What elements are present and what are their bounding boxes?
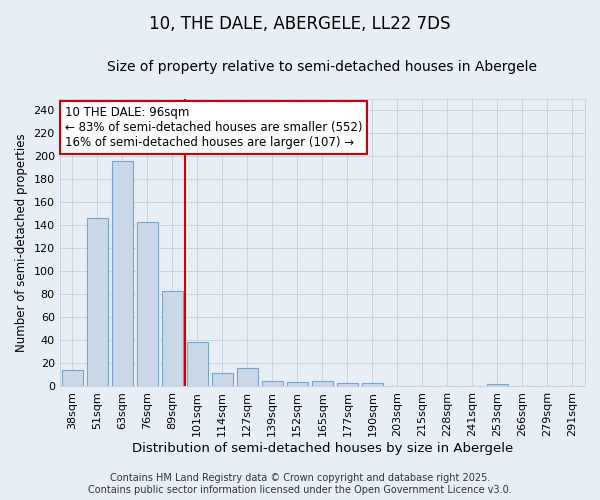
Text: 10, THE DALE, ABERGELE, LL22 7DS: 10, THE DALE, ABERGELE, LL22 7DS	[149, 15, 451, 33]
Y-axis label: Number of semi-detached properties: Number of semi-detached properties	[15, 134, 28, 352]
Bar	[86, 218, 108, 386]
Bar	[236, 368, 258, 386]
Text: Contains HM Land Registry data © Crown copyright and database right 2025.
Contai: Contains HM Land Registry data © Crown c…	[88, 474, 512, 495]
Bar	[212, 372, 233, 386]
Bar	[161, 291, 183, 386]
Bar	[262, 380, 283, 386]
Title: Size of property relative to semi-detached houses in Abergele: Size of property relative to semi-detach…	[107, 60, 538, 74]
X-axis label: Distribution of semi-detached houses by size in Abergele: Distribution of semi-detached houses by …	[132, 442, 513, 455]
Text: 10 THE DALE: 96sqm
← 83% of semi-detached houses are smaller (552)
16% of semi-d: 10 THE DALE: 96sqm ← 83% of semi-detache…	[65, 106, 362, 149]
Bar	[337, 383, 358, 386]
Bar	[187, 342, 208, 386]
Bar	[112, 161, 133, 386]
Bar	[487, 384, 508, 386]
Bar	[137, 222, 158, 386]
Bar	[287, 382, 308, 386]
Bar	[62, 370, 83, 386]
Bar	[312, 380, 333, 386]
Bar	[362, 383, 383, 386]
